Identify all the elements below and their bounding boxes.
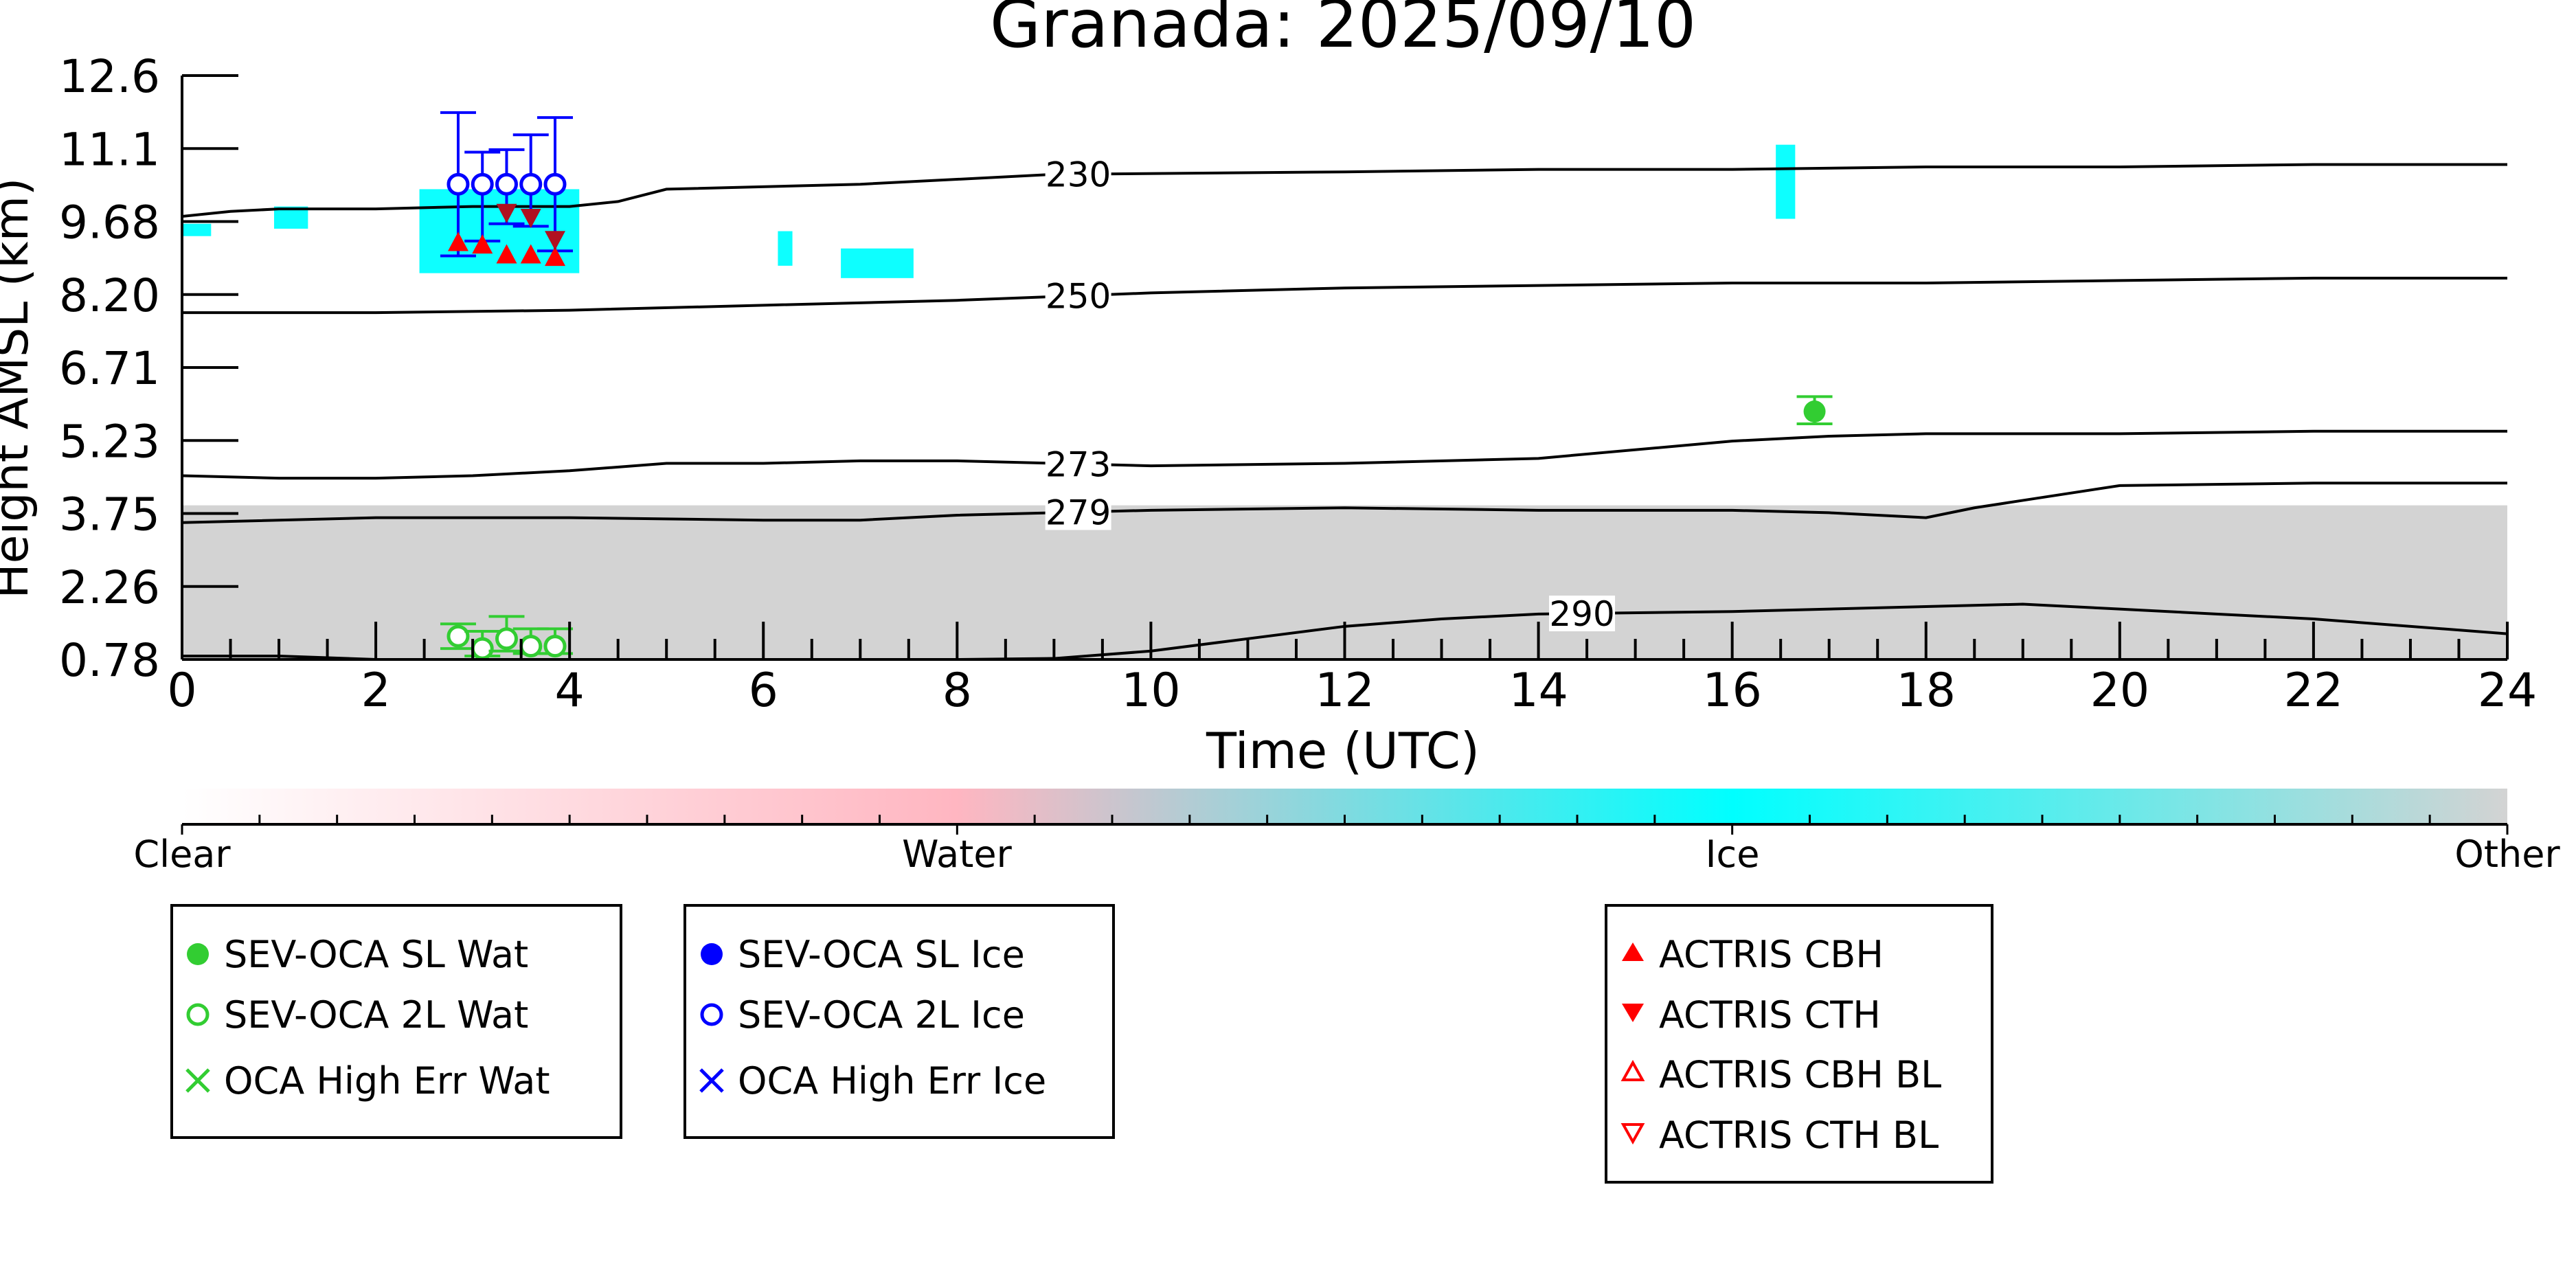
chart-title: Granada: 2025/09/10 (990, 0, 1696, 63)
legend-label-sev-oca-2l-ice: SEV-OCA 2L Ice (738, 993, 1025, 1037)
point-actris-cbh (447, 231, 468, 251)
legend-label-actris-cbh: ACTRIS CBH (1659, 933, 1884, 976)
point-actris-cbh (472, 234, 493, 254)
point-sev-oca-2l-wat (471, 637, 494, 660)
cloud-patch-ice (841, 248, 914, 278)
point-actris-cbh (496, 244, 517, 264)
y-tick-label: 2.26 (59, 561, 160, 614)
x-tick-label: 12 (1315, 664, 1375, 718)
cloud-patch-ice (778, 231, 793, 266)
legend-label-oca-high-err-ice: OCA High Err Ice (738, 1059, 1046, 1103)
legend-label-sev-oca-sl-wat: SEV-OCA SL Wat (224, 933, 528, 976)
x-tick-label: 10 (1121, 664, 1181, 718)
legend-marker-actris-cth-bl (1620, 1123, 1645, 1145)
legend-marker-actris-cbh-bl (1620, 1059, 1645, 1081)
point-actris-cth (496, 203, 517, 223)
point-actris-cbh (520, 244, 541, 264)
legend-actris-frame (1605, 904, 1993, 1184)
legend-marker-actris-cth (1622, 1004, 1644, 1022)
legend-label-actris-cbh-bl: ACTRIS CBH BL (1659, 1053, 1941, 1096)
colorbar-label-ice: Ice (1706, 833, 1760, 876)
legend-label-actris-cth: ACTRIS CTH (1659, 993, 1881, 1037)
y-tick-label: 0.78 (59, 634, 160, 687)
x-tick-label: 22 (2284, 664, 2344, 718)
colorbar-label-clear: Clear (133, 833, 231, 876)
colorbar-label-water: Water (902, 833, 1012, 876)
legend-marker-oca-high-err-wat (185, 1068, 210, 1093)
cloud-patch-ice (1776, 144, 1796, 219)
legend-water-frame (170, 904, 622, 1139)
isotherm-label-bg-250 (1045, 278, 1111, 314)
legend-marker-sev-oca-2l-ice (700, 1003, 723, 1026)
point-sev-oca-2l-wat (447, 624, 470, 648)
x-tick-label: 4 (555, 664, 585, 718)
legend-marker-sev-oca-sl-wat (187, 943, 209, 965)
legend-ice-frame (683, 904, 1115, 1139)
classification-colorbar: Clear Water Ice Other (133, 789, 2560, 876)
legend-water: SEV-OCA SL Wat SEV-OCA 2L Wat OCA High E… (170, 904, 622, 1139)
x-axis-label: Time (UTC) (1206, 722, 1480, 780)
isotherm-line-250 (182, 276, 2507, 315)
legend-actris: ACTRIS CBH ACTRIS CTH ACTRIS CBH BL ACTR… (1605, 904, 1993, 1184)
point-actris-cth (520, 208, 541, 228)
isotherm-label-230: 230 (1046, 155, 1111, 195)
legend-ice: SEV-OCA SL Ice SEV-OCA 2L Ice OCA High E… (683, 904, 1115, 1139)
cloud-patch-ice (182, 223, 212, 236)
y-tick-label: 3.75 (59, 488, 160, 541)
colorbar-label-other: Other (2454, 833, 2560, 876)
y-axis-label: Height AMSL (km) (0, 178, 39, 599)
y-tick-label: 6.71 (59, 342, 160, 395)
point-sev-oca-2l-ice (543, 172, 567, 196)
isotherm-label-273: 273 (1046, 444, 1111, 484)
axes: 0 2 4 6 8 10 12 14 16 18 20 22 240.782.263.755.236.7… (59, 50, 2537, 718)
x-tick-label: 2 (361, 664, 390, 718)
isotherm-label-bg-230 (1045, 156, 1111, 192)
isotherm-label-bg-273 (1045, 446, 1111, 482)
colorbar-ticks (181, 815, 2509, 835)
isotherms: 230 250 273 279 290 (182, 155, 2507, 659)
isotherm-label-279: 279 (1046, 493, 1111, 533)
point-actris-cbh (545, 247, 566, 267)
isotherm-line-279 (182, 482, 2507, 524)
point-sev-oca-2l-ice (495, 172, 518, 196)
legend-label-actris-cth-bl: ACTRIS CTH BL (1659, 1114, 1939, 1157)
y-tick-label: 5.23 (59, 415, 160, 468)
x-tick-label: 14 (1509, 664, 1568, 718)
x-tick-label: 24 (2478, 664, 2538, 718)
point-sev-oca-2l-ice (519, 172, 543, 196)
isotherm-label-250: 250 (1046, 276, 1111, 316)
legend-marker-sev-oca-sl-ice (701, 943, 723, 965)
y-tick-label: 8.20 (59, 269, 160, 322)
y-tick-label: 12.6 (59, 50, 160, 103)
x-tick-label: 0 (167, 664, 196, 718)
y-tick-label: 9.68 (59, 196, 160, 249)
x-tick-label: 8 (942, 664, 972, 718)
isotherm-line-290 (182, 602, 2507, 659)
isotherm-line-230 (182, 163, 2507, 218)
isotherm-label-bg-290 (1549, 596, 1616, 632)
legend-marker-sev-oca-2l-wat (186, 1003, 210, 1026)
data-markers (440, 111, 1833, 660)
isotherm-label-290: 290 (1549, 594, 1614, 634)
legend-marker-actris-cbh (1622, 942, 1644, 961)
legend-label-oca-high-err-wat: OCA High Err Wat (224, 1059, 550, 1103)
legend-label-sev-oca-sl-ice: SEV-OCA SL Ice (738, 933, 1025, 976)
legend-label-sev-oca-2l-wat: SEV-OCA 2L Wat (224, 993, 528, 1037)
isotherm-label-bg-279 (1045, 494, 1111, 530)
point-sev-oca-sl-wat (1803, 400, 1826, 423)
point-sev-oca-2l-ice (447, 172, 470, 196)
legend-marker-oca-high-err-ice (699, 1068, 724, 1093)
point-sev-oca-2l-wat (543, 635, 567, 658)
point-actris-cth (545, 231, 566, 251)
y-tick-label: 11.1 (59, 123, 160, 176)
point-sev-oca-2l-wat (495, 627, 518, 651)
x-tick-label: 6 (749, 664, 778, 718)
x-tick-label: 20 (2090, 664, 2150, 718)
x-tick-label: 16 (1702, 664, 1762, 718)
isotherm-line-273 (182, 429, 2507, 480)
x-tick-label: 18 (1896, 664, 1956, 718)
point-sev-oca-2l-ice (471, 172, 494, 196)
